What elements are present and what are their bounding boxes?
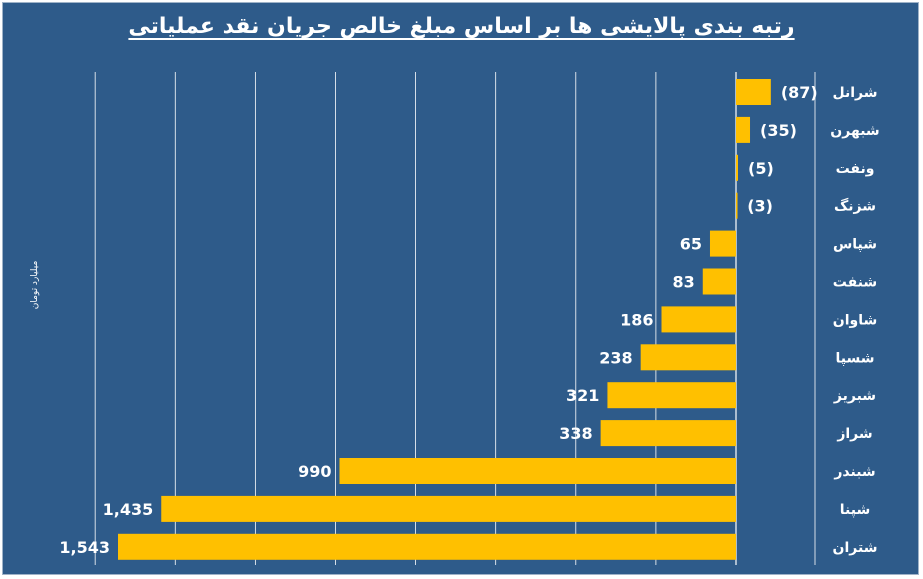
value-label: 338 (559, 424, 592, 443)
value-label: 1,543 (59, 538, 110, 557)
value-label: (87) (781, 83, 818, 102)
category-label: شسپا (836, 350, 875, 366)
value-label: 65 (680, 235, 702, 254)
category-label: شپنا (840, 502, 870, 518)
value-label: (3) (747, 197, 773, 216)
category-label: شاوان (833, 312, 877, 328)
value-label: 321 (566, 386, 599, 405)
bar (161, 495, 737, 522)
value-label: (5) (748, 159, 774, 178)
value-label: (35) (760, 121, 797, 140)
bar (736, 116, 751, 143)
bar (736, 192, 738, 219)
bar (661, 306, 736, 333)
bar (118, 533, 736, 560)
category-label: شتران (833, 540, 878, 556)
value-label: 186 (620, 310, 653, 329)
bar (607, 382, 736, 409)
value-label: 990 (298, 462, 331, 481)
category-label: شزنگ (834, 198, 876, 215)
category-label: شبریز (833, 388, 876, 404)
bar (709, 230, 736, 257)
bar (702, 268, 736, 295)
value-label: 238 (599, 348, 632, 367)
category-label: شرانل (832, 85, 877, 101)
chart-title: رتبه بندی پالایشی ها بر اساس مبلغ خالص ج… (128, 14, 795, 39)
category-label: شنفت (833, 275, 877, 291)
category-label: شبهرن (830, 123, 879, 139)
category-label: ونفت (836, 161, 875, 177)
category-label: شپاس (833, 237, 877, 253)
category-label: شراز (836, 426, 872, 442)
bar (600, 420, 736, 447)
bar (736, 154, 739, 181)
labels: شرانل (87) شبهرن (35) ونفت (5) شزنگ (3) شپاس 65 شن… (59, 83, 879, 557)
bar (640, 344, 736, 371)
bars (118, 79, 771, 560)
bar (736, 79, 771, 105)
value-label: 83 (672, 273, 694, 292)
bar (339, 458, 736, 484)
unit-label: میلیارد تومان (30, 261, 40, 310)
value-label: 1,435 (103, 500, 154, 519)
category-label: شبندر (833, 464, 875, 480)
